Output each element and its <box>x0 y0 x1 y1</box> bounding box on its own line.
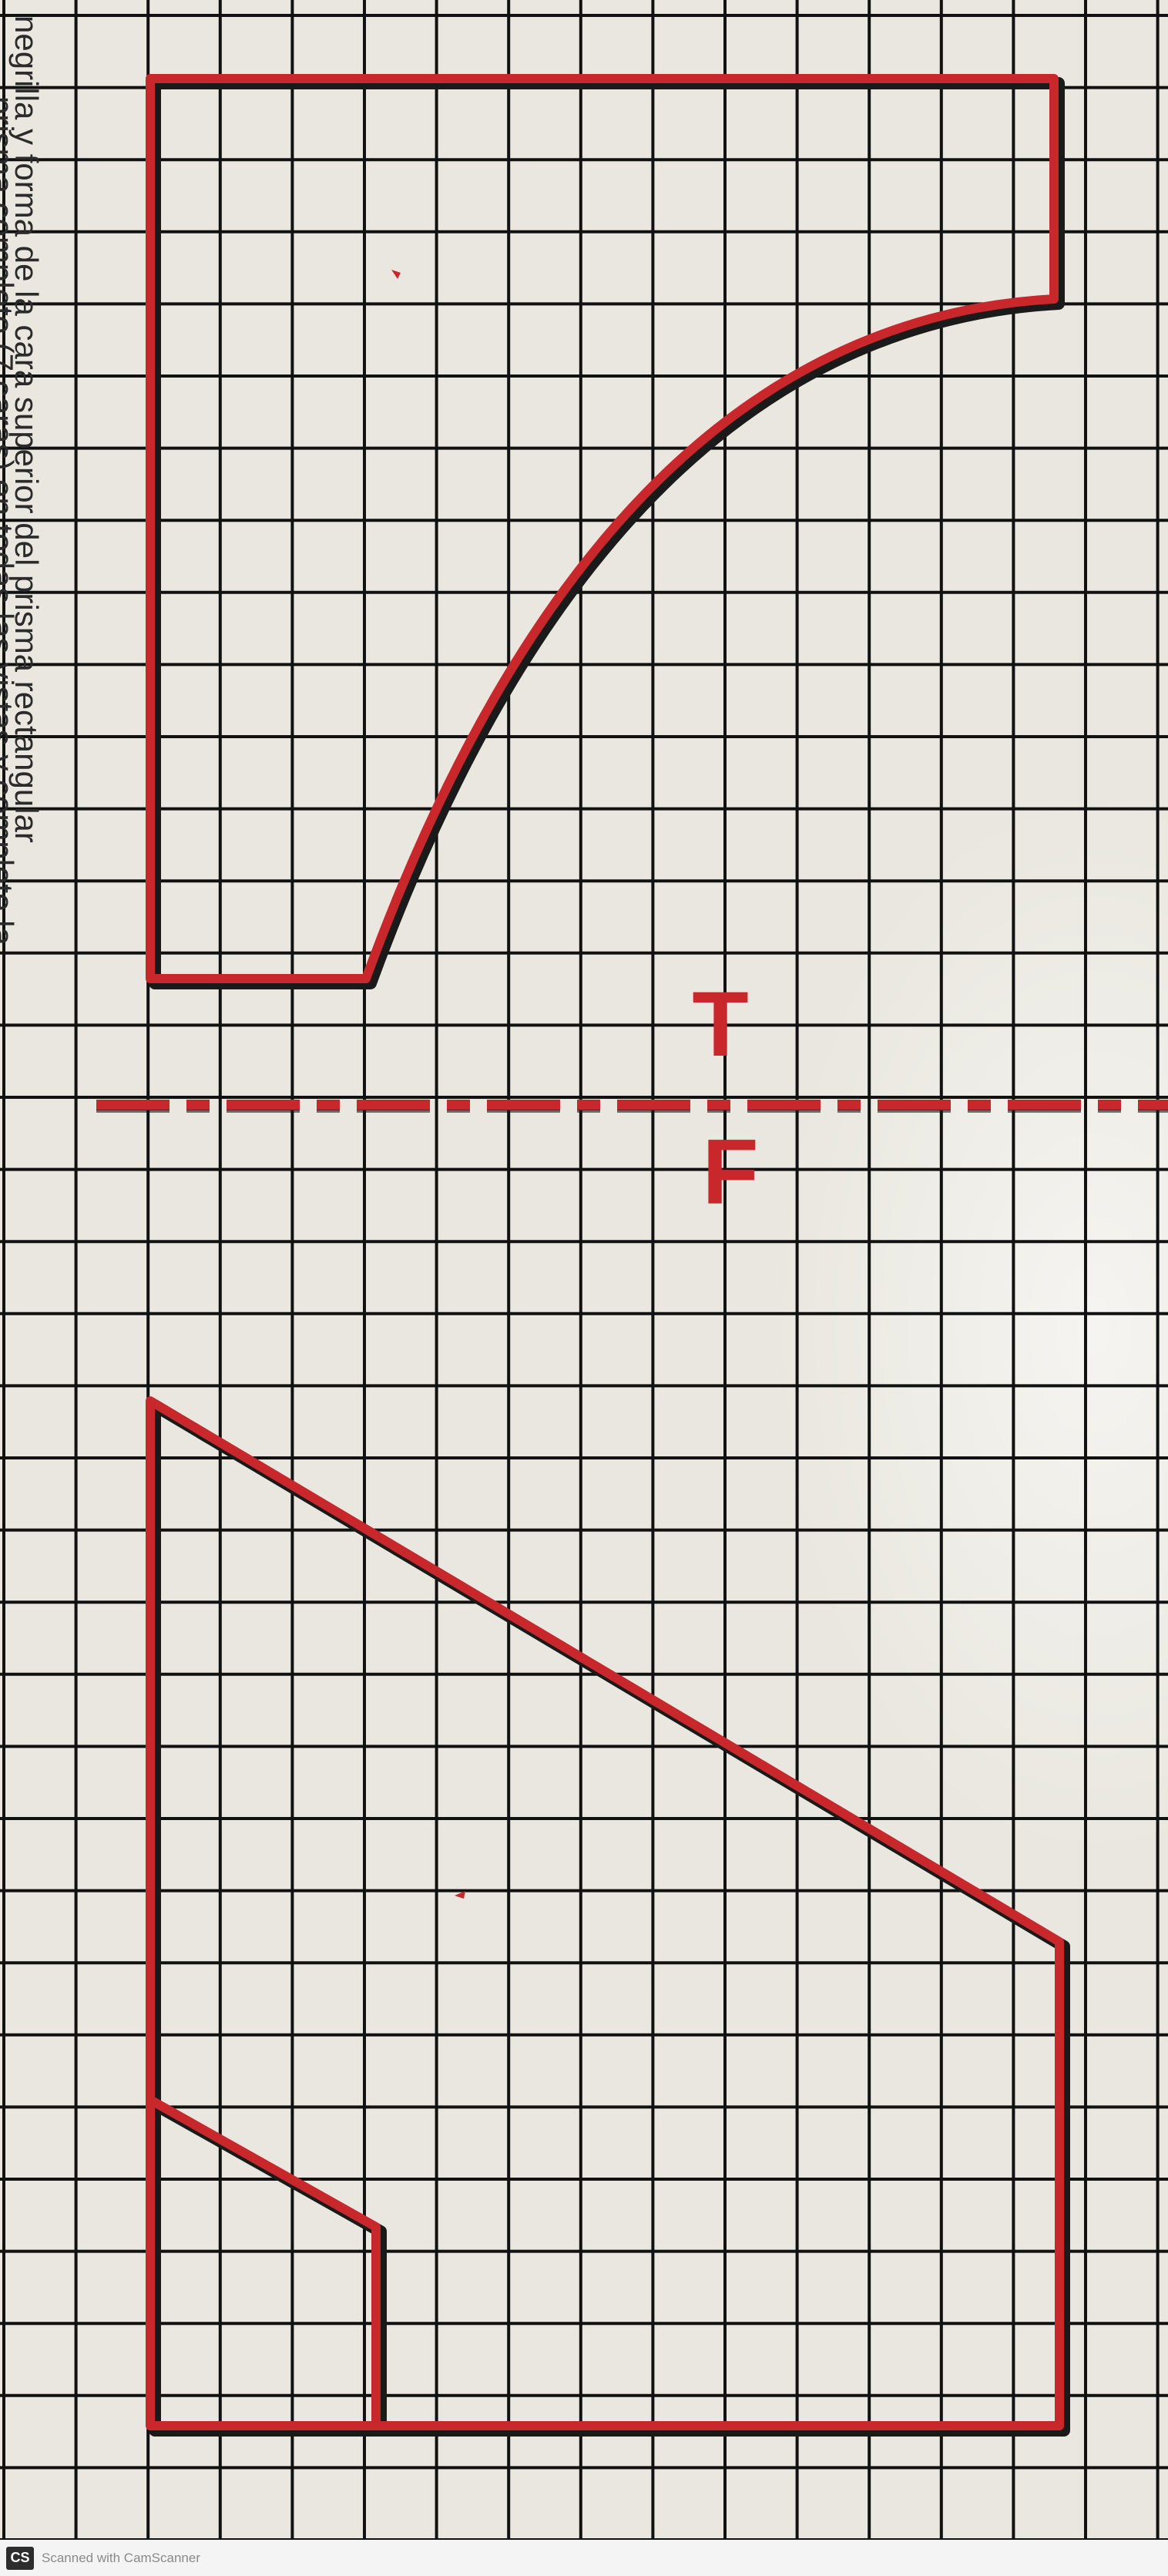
top-view-outline <box>146 74 1059 983</box>
red-mark <box>391 270 401 279</box>
scanner-footer: CS Scanned with CamScanner <box>0 2540 1168 2576</box>
front-view <box>146 1396 1070 2437</box>
front-view-label: F <box>702 1120 758 1224</box>
top-view-outline-shadow <box>149 77 1065 989</box>
camscanner-logo: CS <box>6 2546 34 2570</box>
scanner-watermark-text: Scanned with CamScanner <box>42 2550 201 2565</box>
instruction-line-2: prisma completo (7 caras) en todas las v… <box>0 96 20 945</box>
top-view-label: T <box>692 972 748 1076</box>
instruction-line-1: negrilla y forma de la cara superior del… <box>8 15 45 843</box>
instruction-text: negrilla y forma de la cara superior del… <box>0 15 45 945</box>
red-mark <box>455 1891 465 1899</box>
top-view <box>146 74 1065 989</box>
front-view-outline <box>146 1396 1064 2430</box>
